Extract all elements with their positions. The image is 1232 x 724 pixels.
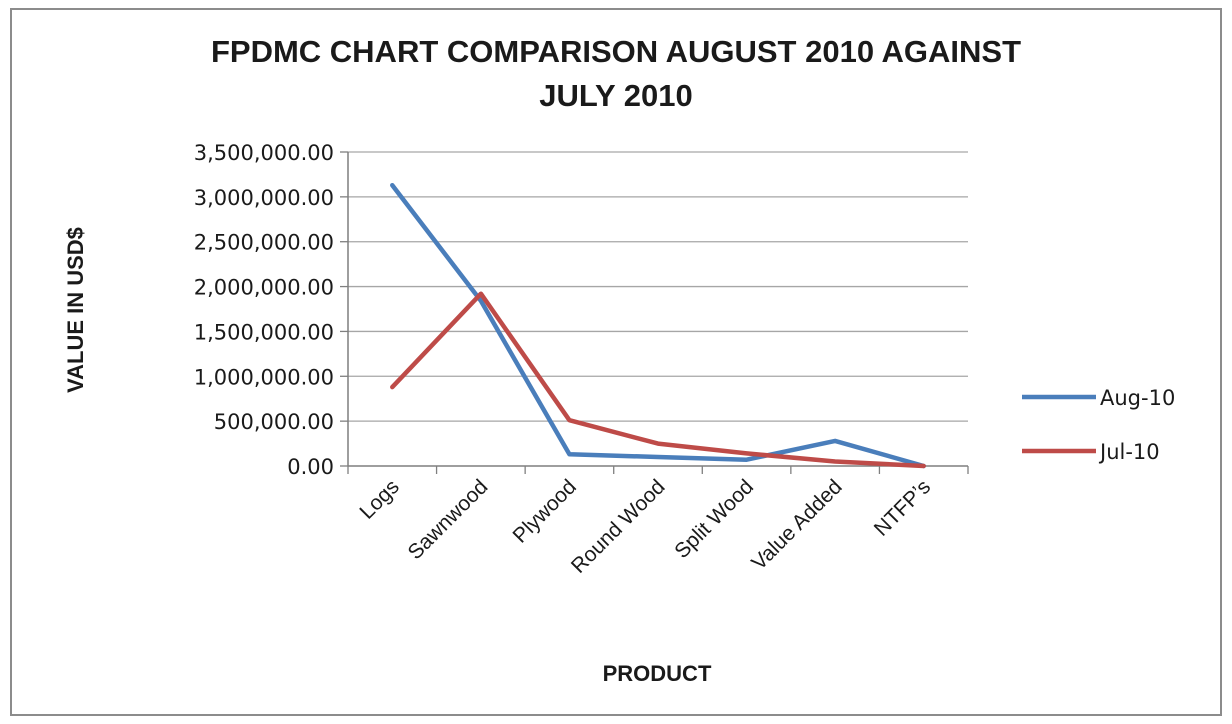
gridlines — [348, 152, 968, 421]
y-tick-label: 1,500,000.00 — [194, 320, 334, 344]
legend: Aug-10 Jul-10 — [1022, 386, 1175, 464]
y-tick-label: 3,500,000.00 — [194, 141, 334, 165]
x-tick-label: Round Wood — [567, 475, 670, 578]
x-tick-label: Logs — [355, 475, 403, 523]
x-axis-ticks: LogsSawnwoodPlywoodRound WoodSplit WoodV… — [348, 466, 968, 578]
y-tick-label: 500,000.00 — [214, 410, 334, 434]
x-tick-label: Split Wood — [670, 475, 758, 563]
series-lines — [392, 185, 923, 466]
x-tick-label: Value Added — [747, 475, 846, 574]
y-axis-ticks: 0.00 500,000.00 1,000,000.00 1,500,000.00 2,… — [194, 141, 348, 479]
series-line-jul-10 — [392, 294, 923, 466]
legend-label: Jul-10 — [1098, 440, 1160, 464]
y-tick-label: 3,000,000.00 — [194, 186, 334, 210]
series-line-aug-10 — [392, 185, 923, 466]
x-axis-label: PRODUCT — [603, 661, 712, 686]
x-tick-label: Sawnwood — [403, 475, 492, 564]
y-tick-label: 2,500,000.00 — [194, 231, 334, 255]
y-tick-label: 1,000,000.00 — [194, 365, 334, 389]
y-tick-label: 0.00 — [287, 455, 334, 479]
x-tick-label: NTFP’s — [870, 475, 935, 540]
legend-label: Aug-10 — [1100, 386, 1175, 410]
y-tick-label: 2,000,000.00 — [194, 276, 334, 300]
axes — [348, 152, 968, 466]
y-axis-label: VALUE IN USD$ — [63, 227, 88, 393]
x-tick-label: Plywood — [509, 475, 581, 547]
